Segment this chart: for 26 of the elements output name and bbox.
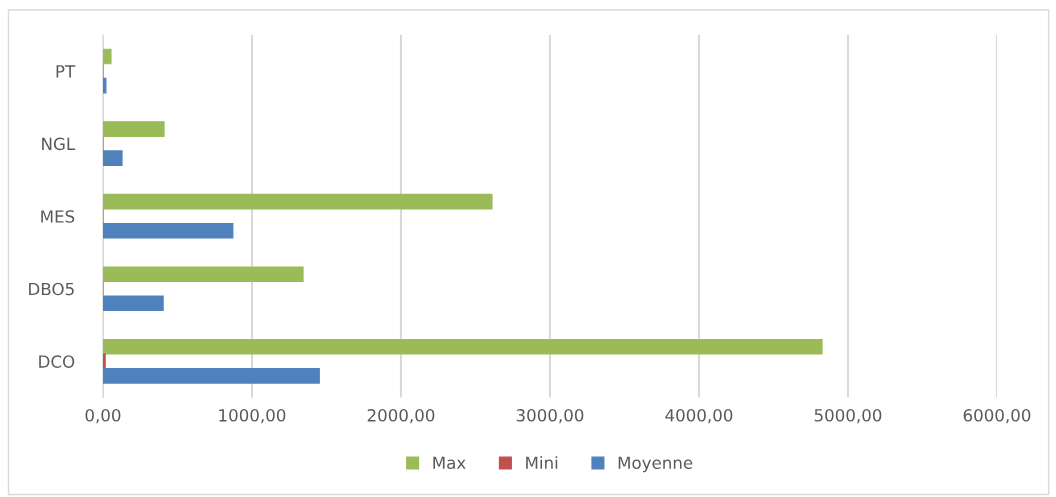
y-tick-label: PT <box>56 65 76 78</box>
bar <box>102 368 320 384</box>
bar <box>102 222 234 239</box>
bar <box>102 338 823 355</box>
legend-label: Max <box>433 456 466 470</box>
y-tick-label: DCO <box>39 355 75 368</box>
bar <box>102 266 304 283</box>
bar <box>102 48 112 65</box>
x-tick-label: 4000,00 <box>665 409 733 424</box>
bar <box>102 353 106 370</box>
y-tick-label: NGL <box>42 137 76 151</box>
x-tick-label: 3000,00 <box>516 409 584 424</box>
bar <box>102 150 123 166</box>
x-tick-label: 1000,00 <box>219 409 286 424</box>
x-tick-label: 2000,00 <box>367 409 435 424</box>
bar <box>102 77 107 94</box>
x-tick-label: 5000,00 <box>814 409 882 424</box>
bar <box>102 193 493 210</box>
legend-label: Mini <box>526 456 558 469</box>
y-tick-label: DBO5 <box>29 282 74 296</box>
legend-label: Moyenne <box>618 456 693 473</box>
x-tick-label: 6000,00 <box>963 409 1031 424</box>
bar <box>102 295 164 312</box>
x-tick-label: 0,00 <box>85 409 121 424</box>
bar <box>102 121 165 137</box>
y-tick-label: MES <box>41 210 75 223</box>
